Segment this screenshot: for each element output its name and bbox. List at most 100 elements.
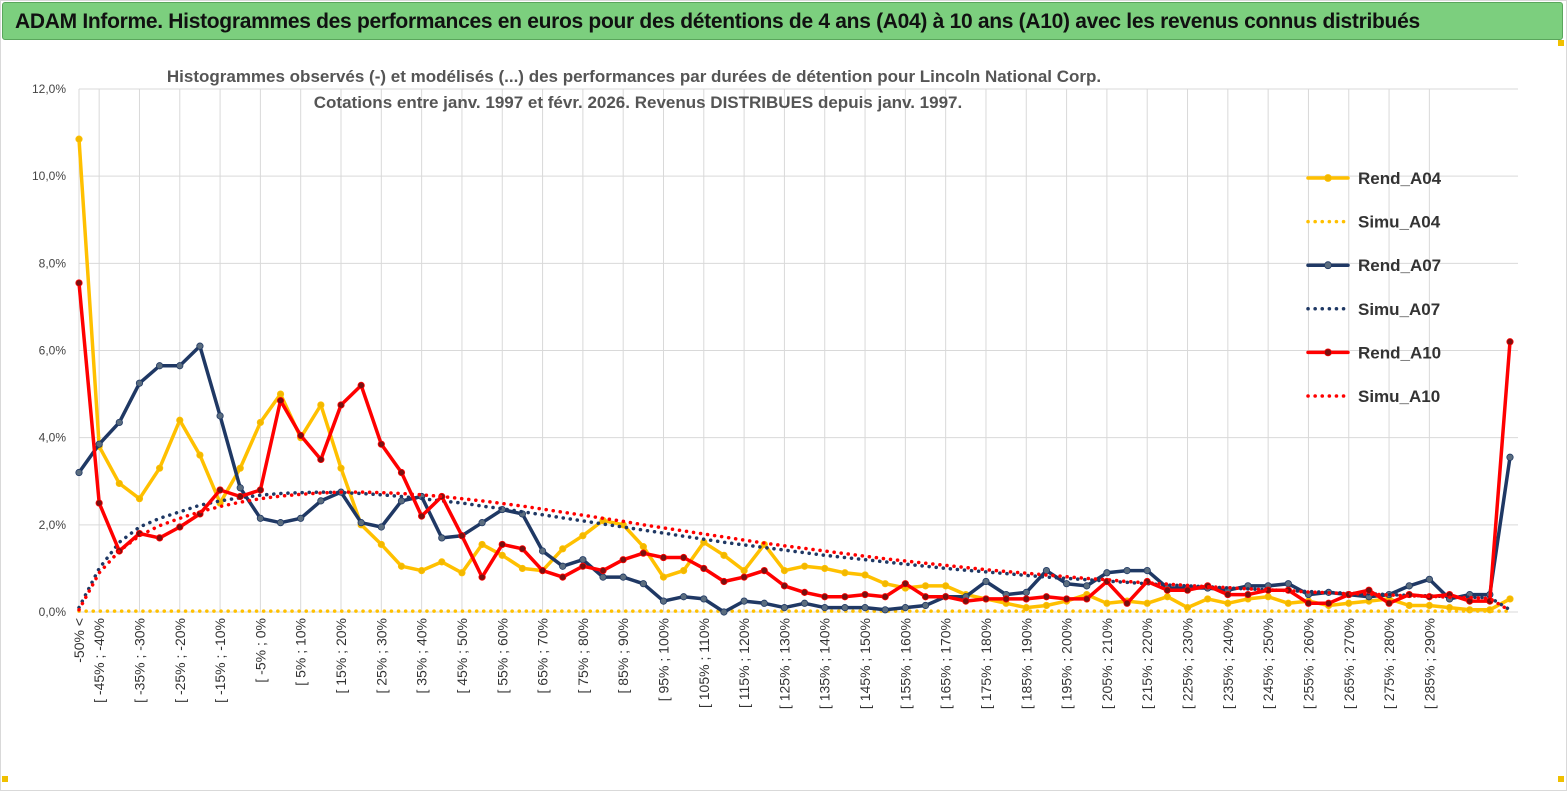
data-point-rend_a07: [1405, 582, 1413, 590]
data-point-rend_a10: [297, 431, 305, 440]
data-point-rend_a07: [438, 534, 446, 542]
data-point-rend_a07: [156, 362, 164, 370]
data-point-rend_a04: [317, 401, 325, 409]
x-tick-label: [ 245% ; 250%: [1260, 618, 1276, 709]
gridlines: [78, 88, 1518, 613]
x-tick-label: [ 275% ; 280%: [1381, 618, 1397, 709]
data-point-rend_a07: [599, 573, 607, 581]
data-point-rend_a04: [458, 569, 466, 577]
data-point-rend_a07: [639, 580, 647, 588]
x-tick-label: [ 195% ; 200%: [1059, 618, 1075, 709]
data-point-rend_a10: [256, 486, 264, 494]
data-point-rend_a07: [700, 595, 708, 603]
data-point-rend_a07: [1143, 566, 1151, 575]
data-point-rend_a07: [760, 599, 768, 607]
data-point-rend_a04: [1224, 599, 1232, 607]
data-point-rend_a04: [397, 562, 406, 570]
data-point-rend_a10: [861, 590, 869, 599]
data-point-rend_a07: [256, 514, 264, 522]
data-point-rend_a07: [861, 604, 869, 612]
data-point-rend_a10: [1365, 586, 1373, 594]
x-tick-label: [ 65% ; 70%: [535, 618, 551, 694]
x-tick-label: [ 125% ; 130%: [776, 618, 792, 709]
data-point-rend_a04: [337, 464, 345, 472]
y-tick-label: 0,0%: [39, 605, 67, 619]
series-line-rend_a10: [77, 281, 1512, 606]
data-point-rend_a07: [881, 606, 889, 614]
x-tick-label: [ 255% ; 260%: [1300, 618, 1316, 709]
data-point-rend_a10: [841, 593, 849, 601]
x-tick-label: [ 165% ; 170%: [938, 618, 954, 709]
data-point-rend_a10: [458, 532, 466, 540]
data-point-rend_a10: [377, 440, 385, 448]
data-point-rend_a07: [1123, 566, 1131, 575]
legend-label-rend_a04: Rend_A04: [1358, 169, 1442, 188]
data-point-rend_a04: [438, 558, 446, 566]
data-point-rend_a07: [1062, 580, 1071, 588]
x-tick-label: [ 235% ; 240%: [1220, 618, 1236, 709]
data-point-rend_a04: [176, 416, 184, 424]
data-point-rend_a07: [478, 519, 486, 527]
data-point-rend_a07: [135, 379, 144, 387]
data-point-rend_a04: [861, 571, 869, 579]
legend-label-simu_a07: Simu_A07: [1358, 300, 1440, 319]
data-point-rend_a10: [236, 492, 244, 501]
data-point-rend_a10: [498, 540, 506, 549]
data-point-rend_a10: [1244, 590, 1252, 599]
data-point-rend_a07: [680, 593, 688, 601]
data-point-rend_a04: [680, 566, 688, 575]
data-point-rend_a07: [901, 604, 909, 612]
data-point-rend_a07: [377, 523, 385, 531]
data-point-rend_a07: [659, 597, 668, 605]
data-point-rend_a04: [639, 543, 647, 551]
data-point-rend_a07: [397, 497, 406, 505]
data-point-rend_a04: [236, 464, 244, 472]
x-tick-label: [ 45% ; 50%: [454, 618, 470, 694]
x-tick-label: [ 185% ; 190%: [1018, 618, 1034, 709]
data-point-rend_a04: [881, 580, 889, 588]
data-point-rend_a10: [1224, 590, 1232, 599]
data-point-rend_a10: [317, 455, 325, 464]
data-point-rend_a04: [1425, 601, 1433, 610]
data-point-rend_a10: [1304, 599, 1313, 607]
data-point-rend_a10: [921, 593, 930, 601]
y-tick-label: 8,0%: [39, 256, 67, 270]
data-point-rend_a07: [821, 604, 829, 612]
data-point-rend_a10: [1022, 595, 1030, 603]
legend-marker: [1324, 261, 1332, 270]
data-point-rend_a07: [720, 608, 728, 616]
data-point-rend_a04: [1506, 595, 1514, 603]
data-point-rend_a10: [518, 545, 527, 553]
data-point-rend_a10: [901, 580, 909, 588]
series-lines: [75, 135, 1514, 616]
x-tick-label: [ 135% ; 140%: [817, 618, 833, 709]
x-tick-label: [ 95% ; 100%: [655, 618, 671, 701]
data-point-rend_a04: [498, 551, 506, 559]
data-point-rend_a04: [377, 540, 385, 549]
data-point-rend_a07: [619, 573, 627, 581]
data-point-rend_a10: [599, 566, 607, 575]
data-point-rend_a10: [700, 564, 708, 573]
x-tick-label: [ 225% ; 230%: [1180, 618, 1196, 709]
data-point-rend_a07: [236, 484, 244, 492]
x-tick-label: [ 25% ; 30%: [373, 618, 389, 694]
data-point-rend_a10: [1163, 586, 1171, 594]
legend-label-rend_a07: Rend_A07: [1358, 256, 1441, 275]
data-point-rend_a07: [841, 604, 849, 612]
corner-mark-bottom-right: [1558, 776, 1564, 782]
data-point-rend_a04: [1143, 599, 1151, 607]
data-point-rend_a07: [780, 604, 789, 612]
data-point-rend_a04: [276, 390, 285, 398]
y-tick-label: 6,0%: [39, 344, 67, 358]
data-point-rend_a10: [800, 588, 809, 596]
data-point-rend_a10: [1042, 593, 1051, 601]
legend-label-simu_a10: Simu_A10: [1358, 387, 1440, 406]
data-point-rend_a10: [881, 593, 889, 601]
data-point-rend_a04: [921, 582, 930, 590]
x-tick-label: -50% <: [71, 618, 87, 663]
series-line-rend_a04: [77, 137, 1512, 612]
data-point-rend_a04: [135, 495, 144, 503]
data-point-rend_a04: [1022, 604, 1030, 612]
data-point-rend_a04: [800, 562, 809, 570]
data-point-rend_a04: [1042, 601, 1051, 610]
